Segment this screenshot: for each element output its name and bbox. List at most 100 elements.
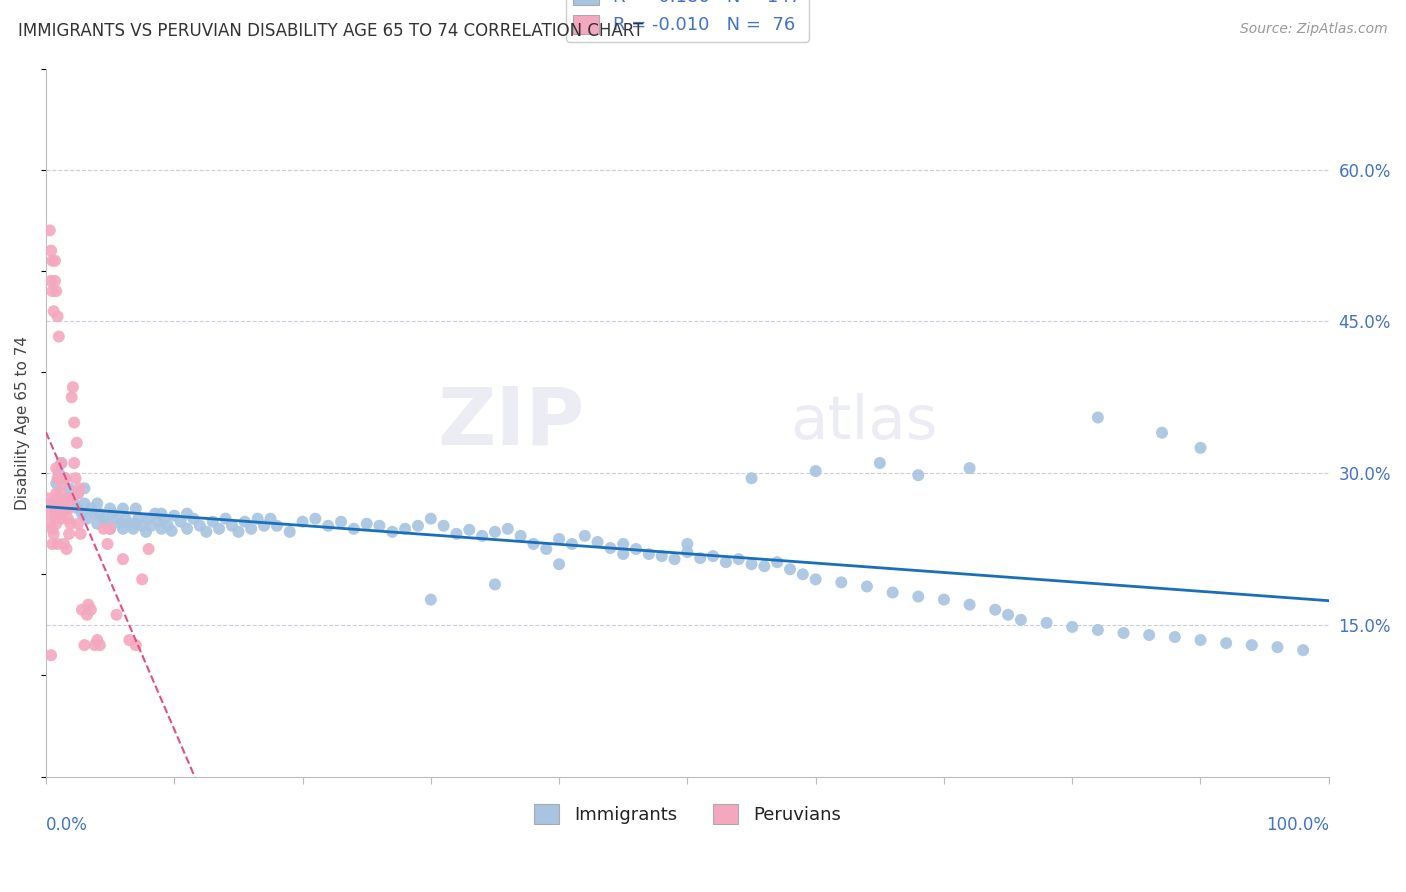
Point — [959, 461, 981, 475]
Point — [624, 541, 647, 556]
Point — [51, 511, 73, 525]
Point — [86, 516, 108, 531]
Point — [561, 537, 583, 551]
Point — [80, 501, 103, 516]
Point — [59, 516, 82, 531]
Point — [278, 524, 301, 539]
Point — [60, 491, 83, 506]
Point — [60, 390, 83, 404]
Point — [41, 253, 63, 268]
Point — [741, 471, 763, 485]
Point — [766, 555, 789, 569]
Point — [73, 638, 96, 652]
Point — [153, 511, 176, 525]
Point — [73, 481, 96, 495]
Point — [51, 496, 73, 510]
Point — [304, 511, 326, 525]
Point — [38, 223, 60, 237]
Text: 100.0%: 100.0% — [1265, 815, 1329, 833]
Point — [45, 476, 67, 491]
Point — [48, 496, 70, 510]
Point — [356, 516, 378, 531]
Point — [56, 511, 79, 525]
Legend: Immigrants, Peruvians: Immigrants, Peruvians — [527, 797, 848, 831]
Point — [93, 522, 115, 536]
Point — [45, 284, 67, 298]
Point — [804, 464, 827, 478]
Point — [125, 638, 148, 652]
Point — [150, 507, 173, 521]
Point — [101, 507, 124, 521]
Point — [77, 598, 100, 612]
Point — [41, 522, 63, 536]
Point — [446, 526, 468, 541]
Point — [702, 549, 724, 563]
Point — [83, 638, 105, 652]
Point — [83, 507, 105, 521]
Point — [45, 516, 67, 531]
Point — [58, 481, 80, 495]
Point — [69, 526, 91, 541]
Point — [45, 486, 67, 500]
Point — [433, 518, 456, 533]
Point — [105, 511, 128, 525]
Point — [53, 501, 76, 516]
Point — [599, 541, 621, 555]
Point — [89, 507, 111, 521]
Point — [48, 471, 70, 485]
Point — [52, 496, 75, 510]
Point — [45, 461, 67, 475]
Point — [67, 486, 90, 500]
Point — [689, 551, 711, 566]
Text: atlas: atlas — [790, 393, 938, 452]
Point — [63, 456, 86, 470]
Point — [1062, 620, 1084, 634]
Point — [63, 416, 86, 430]
Point — [65, 471, 87, 485]
Point — [52, 537, 75, 551]
Point — [46, 471, 69, 485]
Point — [343, 522, 366, 536]
Point — [67, 501, 90, 516]
Point — [907, 590, 929, 604]
Point — [42, 304, 65, 318]
Point — [80, 603, 103, 617]
Point — [381, 524, 404, 539]
Point — [48, 466, 70, 480]
Point — [53, 471, 76, 485]
Point — [46, 310, 69, 324]
Point — [869, 456, 891, 470]
Point — [882, 585, 904, 599]
Point — [62, 380, 84, 394]
Point — [1215, 636, 1237, 650]
Point — [42, 496, 65, 510]
Point — [58, 526, 80, 541]
Point — [118, 516, 141, 531]
Point — [586, 535, 609, 549]
Point — [368, 518, 391, 533]
Point — [44, 501, 66, 516]
Point — [93, 511, 115, 525]
Point — [214, 511, 236, 525]
Point — [394, 522, 416, 536]
Point — [122, 522, 145, 536]
Point — [228, 524, 250, 539]
Point — [125, 516, 148, 531]
Point — [49, 501, 72, 516]
Point — [651, 549, 673, 563]
Point — [44, 507, 66, 521]
Point — [70, 603, 93, 617]
Point — [48, 507, 70, 521]
Point — [105, 607, 128, 622]
Point — [316, 518, 339, 533]
Point — [548, 558, 571, 572]
Point — [135, 524, 157, 539]
Point — [727, 552, 749, 566]
Point — [1267, 640, 1289, 654]
Point — [330, 515, 353, 529]
Point — [42, 526, 65, 541]
Point — [419, 592, 441, 607]
Point — [111, 552, 134, 566]
Point — [754, 559, 776, 574]
Point — [612, 537, 634, 551]
